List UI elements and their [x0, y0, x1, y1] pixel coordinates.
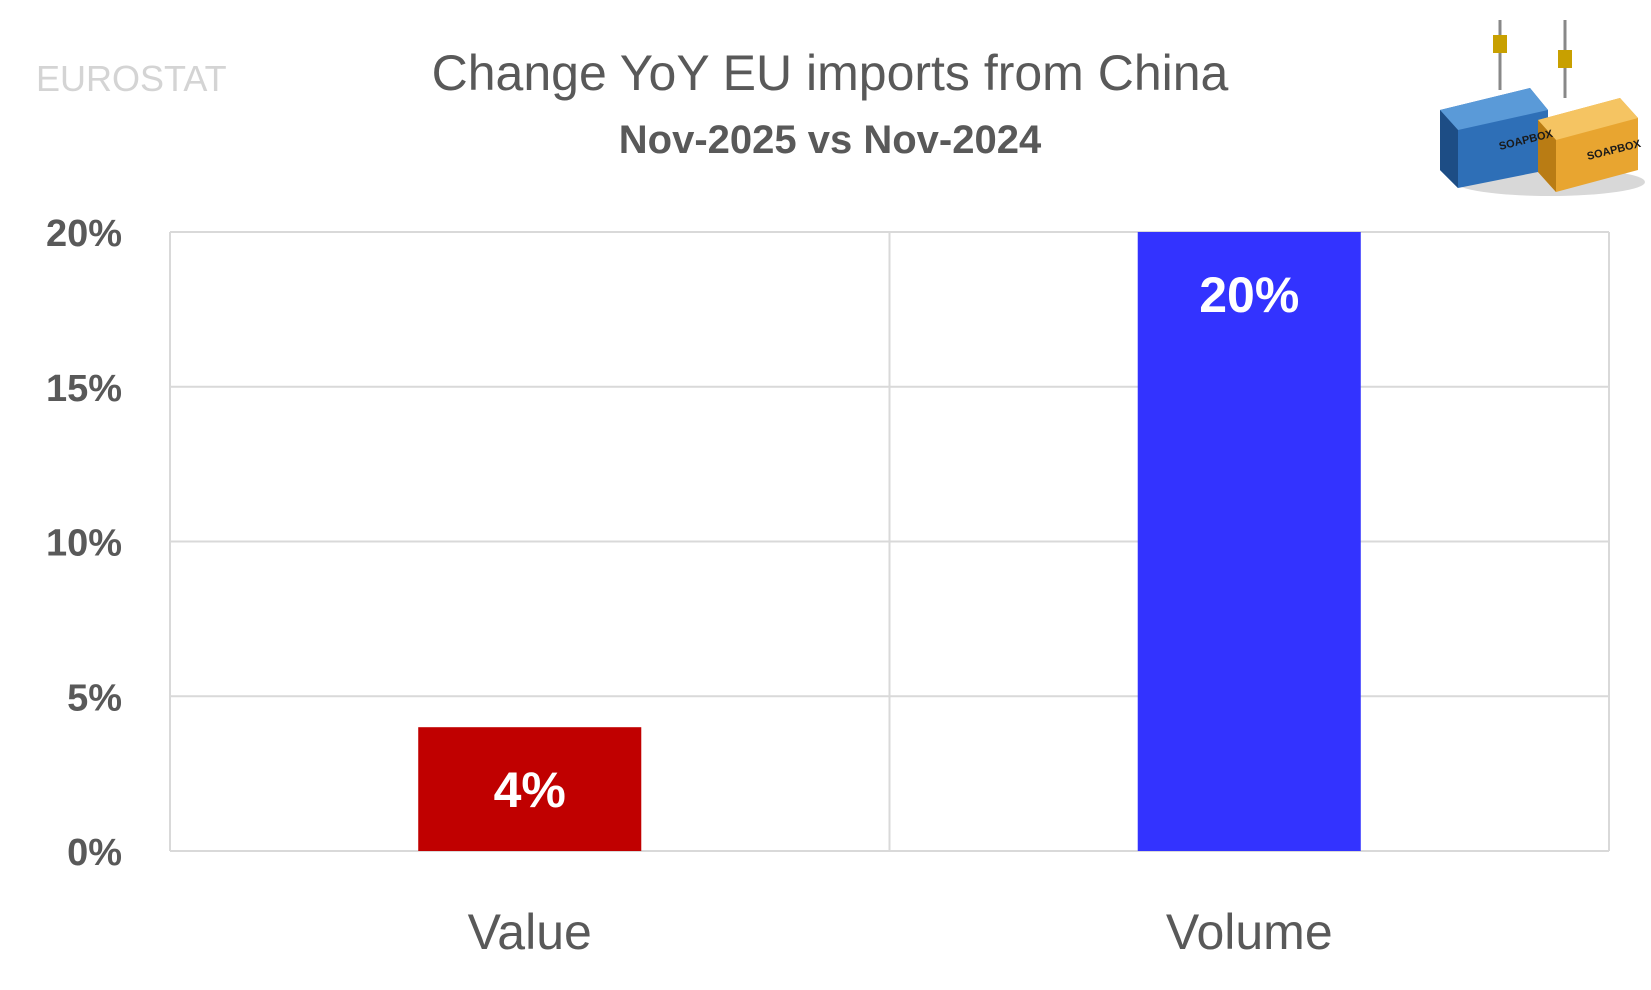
- bar-volume: [1137, 232, 1361, 851]
- x-category-label: Value: [468, 904, 592, 960]
- x-category-label: Volume: [1166, 904, 1333, 960]
- source-label: EUROSTAT: [36, 58, 227, 99]
- data-label-volume: 20%: [1199, 267, 1299, 323]
- grid-layer: [169, 231, 1610, 852]
- shipping-containers-logo: SOAPBOX SOAPBOX: [1440, 20, 1645, 196]
- y-tick-label: 20%: [46, 213, 122, 255]
- bar-value: [418, 727, 642, 851]
- chart-title: Change YoY EU imports from China: [431, 45, 1229, 101]
- y-tick-label: 5%: [67, 677, 122, 719]
- chart-subtitle: Nov-2025 vs Nov-2024: [618, 118, 1042, 162]
- y-tick-label: 0%: [67, 832, 122, 874]
- y-tick-label: 10%: [46, 523, 122, 565]
- label-layer: 0% 5% 10% 15% 20% 4% Value 20% Volume: [46, 213, 1333, 960]
- y-tick-label: 15%: [46, 368, 122, 410]
- bar-layer: [418, 232, 1361, 851]
- data-label-value: 4%: [494, 762, 566, 818]
